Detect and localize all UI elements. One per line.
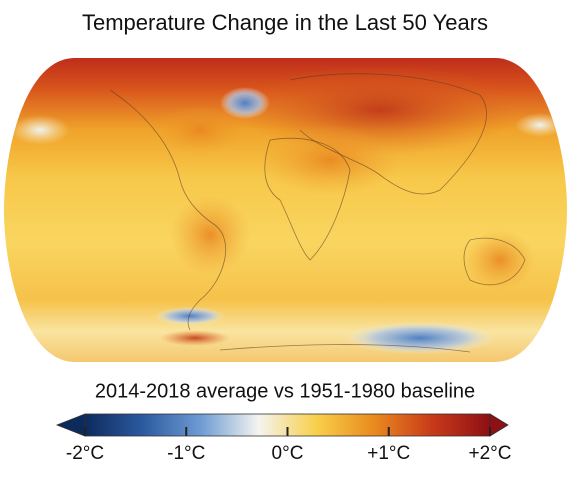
colorbar-tick-label: +2°C [469,443,512,464]
temperature-map [4,58,567,362]
colorbar: -2°C -1°C 0°C +1°C +2°C [55,413,512,464]
colorbar-tick-label: -2°C [66,443,104,464]
colorbar-tick-label: 0°C [272,443,304,464]
colorbar-tick-label: +1°C [367,443,410,464]
colorbar-min-arrow [55,413,86,437]
colorbar-tick-label: -1°C [167,443,205,464]
map-title: Temperature Change in the Last 50 Years [82,10,488,35]
colorbar-max-arrow [489,413,509,437]
map-subtitle: 2014-2018 average vs 1951-1980 baseline [95,380,475,402]
